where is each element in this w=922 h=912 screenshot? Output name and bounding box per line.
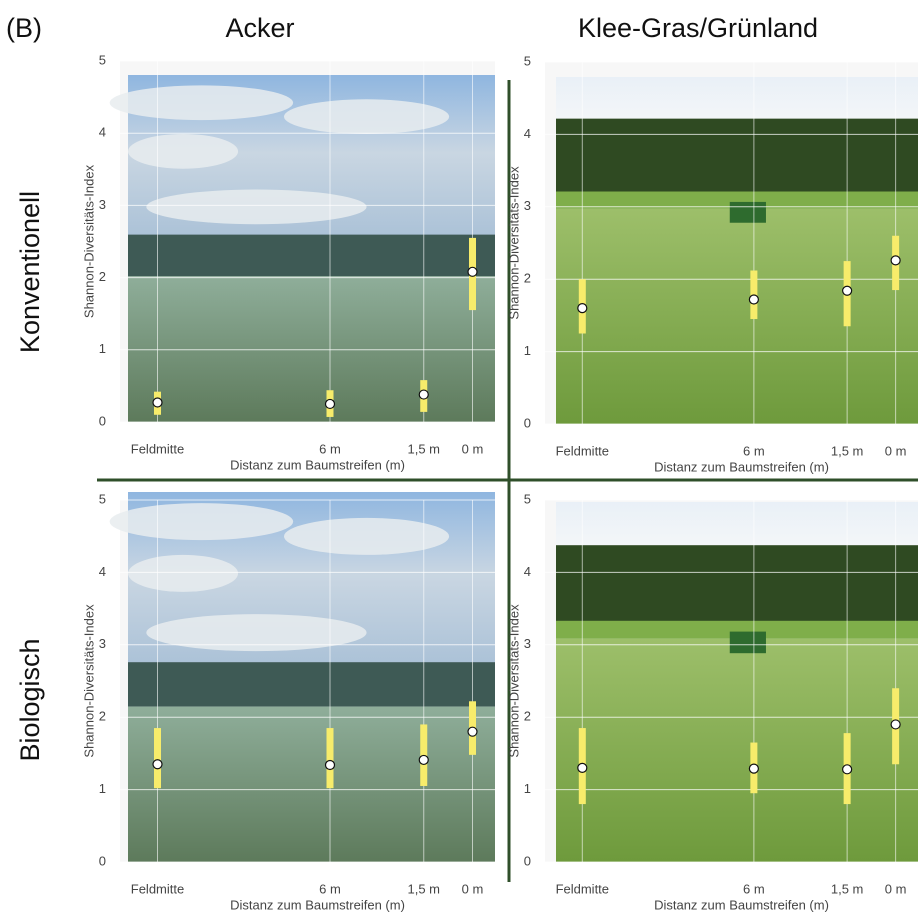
photo-field — [128, 707, 495, 862]
y-tick-label: 5 — [524, 53, 531, 68]
point — [578, 304, 587, 313]
photo-trees — [556, 545, 918, 624]
point — [468, 727, 477, 736]
y-axis-title: Shannon-Diversitäts-Index — [81, 164, 96, 318]
point — [326, 399, 335, 408]
point — [891, 256, 900, 265]
y-tick-label: 5 — [99, 491, 106, 506]
point — [468, 267, 477, 276]
y-tick-label: 3 — [524, 198, 531, 213]
y-tick-label: 4 — [524, 564, 531, 579]
x-tick-label: Feldmitte — [131, 881, 184, 896]
column-title: Klee-Gras/Grünland — [578, 13, 818, 43]
photo-field — [556, 209, 918, 424]
x-tick-label: Feldmitte — [556, 881, 609, 896]
y-tick-label: 5 — [99, 52, 106, 67]
y-tick-label: 5 — [524, 491, 531, 506]
y-tick-label: 4 — [99, 125, 106, 140]
panel-label: (B) — [6, 13, 42, 43]
point — [419, 390, 428, 399]
y-tick-label: 2 — [99, 269, 106, 284]
photo-cloud — [128, 555, 238, 592]
photo-cloud — [284, 518, 449, 555]
range-bar — [154, 728, 161, 788]
x-tick-label: 1,5 m — [407, 881, 440, 896]
y-tick-label: 0 — [524, 415, 531, 430]
x-axis-title: Distanz zum Baumstreifen (m) — [230, 897, 405, 912]
column-title: Acker — [225, 13, 294, 43]
photo-sky — [556, 77, 918, 126]
range-bar — [327, 728, 334, 788]
y-axis-title: Shannon-Diversitäts-Index — [506, 166, 521, 320]
x-tick-label: 6 m — [319, 881, 341, 896]
y-tick-label: 1 — [524, 781, 531, 796]
point — [153, 398, 162, 407]
x-tick-label: 0 m — [462, 441, 484, 456]
x-tick-label: 0 m — [462, 881, 484, 896]
panels: 0 1 2 3 4 5 Feldmitte 6 m 1,5 m 0 m Distanz zum Ba… — [81, 52, 918, 912]
x-tick-label: 0 m — [885, 881, 907, 896]
y-tick-label: 2 — [524, 271, 531, 286]
panel: 0 1 2 3 4 5 Feldmitte 6 m 1,5 m 0 m Distanz zum Ba… — [506, 491, 918, 912]
photo-field — [128, 276, 495, 422]
y-tick-label: 3 — [99, 636, 106, 651]
photo-field — [556, 639, 918, 862]
point — [843, 765, 852, 774]
figure: (B) Acker Klee-Gras/Grünland Konventione… — [0, 0, 922, 912]
point — [326, 760, 335, 769]
x-tick-label: 6 m — [743, 881, 765, 896]
y-tick-label: 0 — [99, 853, 106, 868]
y-tick-label: 4 — [99, 564, 106, 579]
y-tick-label: 3 — [524, 636, 531, 651]
panel: 0 1 2 3 4 5 Feldmitte 6 m 1,5 m 0 m Distanz zum Ba… — [506, 53, 918, 474]
row-title: Biologisch — [15, 638, 45, 761]
photo-cloud — [110, 85, 294, 120]
photo-cloud — [128, 134, 238, 169]
point — [153, 760, 162, 769]
y-tick-label: 0 — [99, 413, 106, 428]
photo-trees — [128, 235, 495, 277]
photo-tractor — [730, 202, 766, 223]
point — [749, 295, 758, 304]
x-axis-title: Distanz zum Baumstreifen (m) — [654, 897, 829, 912]
y-tick-label: 1 — [524, 343, 531, 358]
panel: 0 1 2 3 4 5 Feldmitte 6 m 1,5 m 0 m Distanz zum Ba… — [81, 491, 495, 912]
photo-trees — [556, 119, 918, 195]
point — [578, 763, 587, 772]
photo-cloud — [146, 614, 366, 651]
y-tick-label: 1 — [99, 341, 106, 356]
photo-sky — [556, 502, 918, 552]
point — [749, 764, 758, 773]
x-tick-label: 6 m — [319, 441, 341, 456]
x-axis-title: Distanz zum Baumstreifen (m) — [230, 457, 405, 472]
x-tick-label: 1,5 m — [407, 441, 440, 456]
photo-trees — [128, 662, 495, 706]
x-tick-label: Feldmitte — [131, 441, 184, 456]
x-axis-title: Distanz zum Baumstreifen (m) — [654, 459, 829, 474]
y-axis-title: Shannon-Diversitäts-Index — [81, 604, 96, 758]
row-title: Konventionell — [15, 191, 45, 353]
photo-cloud — [284, 99, 449, 134]
x-tick-label: 1,5 m — [831, 443, 864, 458]
y-tick-label: 4 — [524, 126, 531, 141]
y-axis-title: Shannon-Diversitäts-Index — [506, 604, 521, 758]
y-tick-label: 3 — [99, 197, 106, 212]
y-tick-label: 0 — [524, 853, 531, 868]
y-tick-label: 2 — [99, 709, 106, 724]
point — [419, 755, 428, 764]
panel: 0 1 2 3 4 5 Feldmitte 6 m 1,5 m 0 m Distanz zum Ba… — [81, 52, 495, 472]
photo-cloud — [146, 190, 366, 225]
y-tick-label: 2 — [524, 709, 531, 724]
photo-cloud — [110, 503, 294, 540]
x-tick-label: 0 m — [885, 443, 907, 458]
x-tick-label: 6 m — [743, 443, 765, 458]
point — [891, 720, 900, 729]
photo-tractor — [730, 632, 766, 654]
x-tick-label: Feldmitte — [556, 443, 609, 458]
y-tick-label: 1 — [99, 781, 106, 796]
x-tick-label: 1,5 m — [831, 881, 864, 896]
point — [843, 286, 852, 295]
